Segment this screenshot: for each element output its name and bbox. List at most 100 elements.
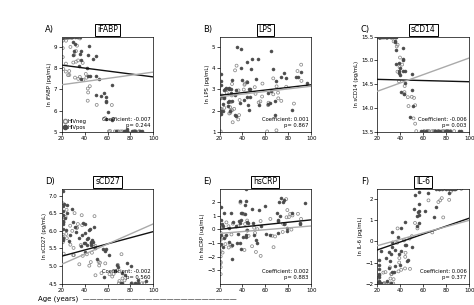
Point [77, 243, 84, 248]
Point [106, 272, 113, 277]
Point [59, 209, 66, 214]
Point [66, 34, 73, 39]
Point [283, 229, 291, 234]
Point [241, 97, 248, 102]
Point [379, 35, 386, 40]
Point [91, 246, 99, 250]
Point [64, 211, 71, 216]
Y-axis label: ln LPS (pg/mL): ln LPS (pg/mL) [205, 65, 210, 103]
Title: sCD27: sCD27 [95, 178, 120, 186]
Point [396, 55, 404, 60]
Point [219, 95, 227, 100]
Point [59, 34, 66, 39]
Point [217, 237, 225, 242]
Point [375, 281, 383, 286]
Point [59, 236, 66, 241]
Point [218, 93, 226, 98]
Point [387, 271, 395, 276]
Point [59, 201, 66, 206]
Point [105, 253, 113, 257]
Point [220, 88, 228, 93]
Point [415, 190, 423, 195]
Point [63, 231, 70, 236]
Point [138, 281, 146, 286]
Point [229, 221, 237, 226]
Point [437, 198, 444, 203]
Point [401, 254, 409, 259]
Point [297, 217, 305, 221]
Point [255, 208, 263, 213]
Point [63, 207, 70, 212]
Point [59, 34, 67, 39]
Point [63, 34, 71, 39]
Point [388, 35, 395, 40]
Point [385, 266, 393, 271]
Y-axis label: ln sCD14 (pg/mL): ln sCD14 (pg/mL) [354, 61, 359, 107]
Point [217, 112, 225, 117]
Point [402, 242, 410, 247]
Point [266, 233, 273, 238]
Point [61, 215, 69, 220]
Point [84, 98, 91, 103]
Point [71, 211, 78, 216]
Point [60, 251, 67, 256]
Point [387, 258, 394, 263]
Point [217, 107, 225, 112]
Point [84, 236, 91, 241]
Point [59, 237, 66, 242]
Point [250, 225, 258, 230]
Point [102, 100, 110, 105]
Point [394, 69, 401, 74]
Point [123, 129, 131, 134]
Point [431, 129, 439, 134]
Point [243, 220, 250, 224]
Point [248, 244, 256, 249]
Point [397, 225, 405, 230]
Point [252, 249, 260, 254]
Point [73, 225, 81, 230]
Point [388, 272, 395, 277]
Point [394, 42, 401, 47]
Point [66, 242, 74, 247]
Point [381, 281, 388, 286]
Point [95, 77, 102, 81]
Point [457, 186, 465, 191]
Point [392, 35, 399, 40]
Point [448, 186, 456, 191]
Point [251, 85, 258, 90]
Point [245, 102, 252, 107]
Point [67, 34, 74, 39]
Point [253, 241, 261, 246]
Point [112, 129, 120, 134]
Point [72, 59, 80, 64]
Point [245, 107, 253, 112]
Point [391, 38, 399, 43]
Point [286, 211, 294, 216]
Point [217, 234, 225, 239]
Point [226, 111, 233, 116]
Point [292, 75, 300, 80]
Point [220, 94, 228, 99]
Point [448, 186, 456, 191]
Point [92, 73, 100, 78]
Point [274, 219, 282, 224]
Point [63, 236, 71, 241]
Point [232, 224, 240, 228]
Point [241, 248, 248, 253]
Point [217, 218, 225, 223]
Point [227, 86, 235, 91]
Point [128, 281, 135, 286]
Point [101, 116, 109, 120]
Point [234, 231, 242, 236]
Point [225, 85, 233, 90]
Point [440, 129, 447, 134]
Point [303, 81, 311, 85]
Point [59, 34, 66, 39]
Point [74, 58, 82, 63]
Point [59, 34, 66, 39]
Point [395, 79, 403, 84]
Point [236, 98, 244, 102]
Point [59, 34, 66, 39]
Point [97, 93, 105, 98]
Point [425, 129, 433, 134]
